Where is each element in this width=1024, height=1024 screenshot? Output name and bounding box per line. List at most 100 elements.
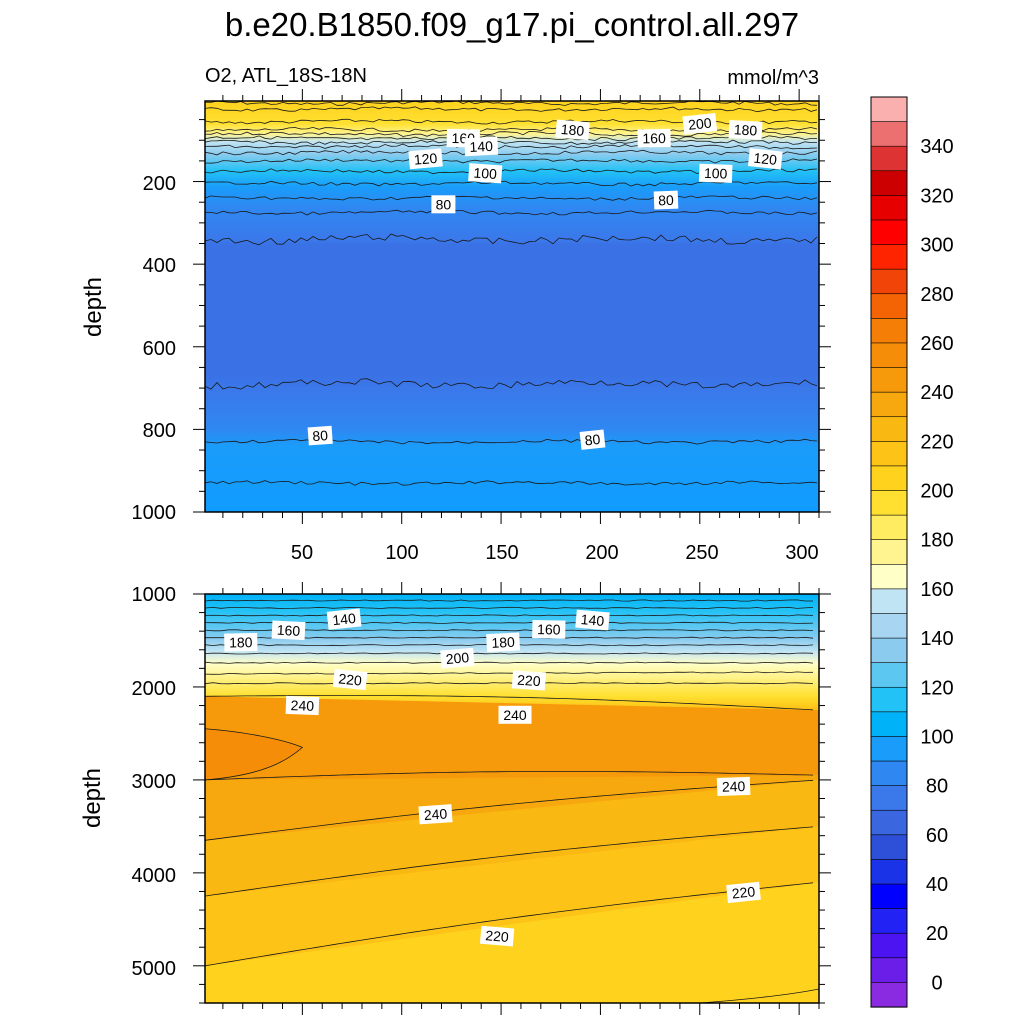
colorbar-label: 180	[920, 530, 953, 552]
contour-label: 220	[511, 670, 546, 691]
colorbar-swatch	[870, 145, 908, 172]
contour-label-text: 140	[332, 610, 357, 628]
contour-line	[205, 180, 818, 187]
colorbar-label: 100	[920, 727, 953, 749]
contour-label: 200	[682, 113, 718, 135]
contour-label-box	[532, 620, 566, 639]
variable-region-label: O2, ATL_18S-18N	[205, 65, 367, 87]
lower-contour-lines: 140 140 160 160 180 180 200 220 220 240 240 240 240 2…	[205, 599, 819, 1003]
colorbar-swatch	[870, 613, 908, 639]
contour-line	[205, 614, 814, 617]
contour-label-box	[698, 163, 733, 183]
contour-label-box	[726, 881, 761, 904]
upper-y-tick-label: 800	[143, 420, 176, 442]
contour-label-box	[747, 148, 783, 170]
contour-label-box	[575, 609, 610, 631]
colorbar-swatch	[870, 367, 908, 393]
colorbar-label: 80	[926, 776, 948, 798]
contour-label-box	[326, 608, 362, 630]
contour-label-box	[555, 119, 590, 141]
colorbar-swatch	[870, 932, 908, 959]
colorbar-swatch	[870, 170, 908, 196]
contour-label-text: 80	[312, 427, 329, 444]
contour-label: 240	[285, 695, 320, 716]
colorbar-swatch	[870, 982, 908, 1008]
upper-field	[205, 101, 819, 512]
lower-y-tick-label: 2000	[132, 678, 177, 700]
contour-label: 120	[747, 148, 783, 170]
contour-label-box	[224, 633, 258, 652]
contour-line	[205, 139, 817, 146]
contour-line	[205, 629, 814, 632]
lower-filled-bands	[205, 696, 819, 1003]
contour-label: 140	[326, 608, 362, 630]
contour-label: 80	[431, 195, 456, 214]
contour-line	[205, 771, 814, 781]
colorbar-label: 40	[926, 874, 948, 896]
filled-band	[205, 826, 819, 966]
colorbar-label: 320	[920, 185, 953, 207]
colorbar-label: 340	[920, 136, 953, 158]
contour-label-text: 120	[413, 150, 438, 168]
contour-line	[205, 209, 818, 216]
contour-label: 140	[464, 136, 499, 157]
colorbar-label: 0	[931, 972, 942, 994]
contour-label: 160	[271, 620, 306, 641]
contour-line	[205, 378, 818, 390]
upper-y-tick-label: 1000	[132, 502, 177, 524]
contour-line	[205, 599, 813, 602]
contour-line	[205, 101, 818, 106]
contour-label: 100	[468, 163, 503, 184]
contour-label-box	[285, 695, 320, 716]
colorbar-swatch	[870, 195, 908, 221]
contour-label: 80	[579, 429, 606, 450]
colorbar-frame	[870, 96, 908, 1008]
contour-label-box	[271, 620, 306, 641]
contour-label-text: 160	[537, 621, 561, 637]
contour-line	[205, 158, 818, 164]
upper-x-tick-label: 100	[385, 542, 418, 564]
lower-axis-ticks	[193, 582, 831, 1015]
colorbar-swatch	[870, 883, 908, 910]
colorbar-label: 260	[920, 333, 953, 355]
colorbar-swatch	[870, 834, 908, 861]
upper-frame	[204, 100, 820, 513]
contour-label-box	[418, 804, 453, 825]
colorbar-label: 220	[920, 431, 953, 453]
colorbar-swatch	[870, 588, 908, 615]
contour-label-text: 160	[276, 622, 300, 639]
colorbar-swatch	[870, 711, 908, 738]
contour-label-box	[728, 120, 763, 140]
contour-label-box	[511, 670, 546, 691]
colorbar-label: 240	[920, 382, 953, 404]
contour-line	[205, 606, 814, 609]
contour-line	[205, 438, 818, 445]
filled-band	[205, 696, 819, 780]
contour-label: 80	[653, 190, 679, 210]
colorbar-label: 160	[920, 579, 953, 601]
contour-line	[205, 695, 814, 711]
contour-label: 80	[307, 425, 333, 446]
contour-label-text: 160	[642, 130, 666, 146]
contour-line	[205, 671, 814, 675]
colorbar-swatch	[870, 465, 908, 492]
contour-line	[205, 661, 814, 664]
lower-y-tick-label: 5000	[132, 958, 177, 980]
units-label: mmol/m^3	[727, 67, 819, 89]
contour-label: 180	[486, 632, 521, 653]
contour-label-box	[486, 632, 521, 653]
colorbar-swatch	[870, 736, 908, 762]
contour-label-text: 80	[658, 192, 674, 209]
colorbar-label: 200	[920, 481, 953, 503]
contour-line	[699, 988, 819, 1003]
contour-label-text: 80	[436, 196, 452, 212]
contour-line	[205, 149, 818, 156]
colorbar-swatch	[870, 293, 908, 319]
contour-line	[205, 480, 818, 486]
upper-axis-ticks	[193, 89, 831, 524]
colorbar-swatch	[870, 416, 908, 442]
contour-line	[205, 621, 814, 624]
contour-label-text: 220	[485, 927, 510, 945]
